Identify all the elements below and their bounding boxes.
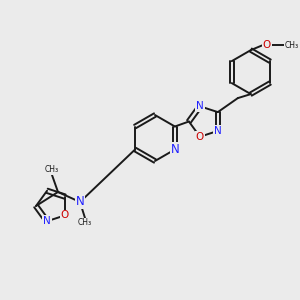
Text: CH₃: CH₃: [45, 166, 59, 175]
Text: CH₃: CH₃: [78, 218, 92, 227]
Text: N: N: [76, 196, 84, 208]
Text: N: N: [196, 101, 204, 111]
Text: N: N: [214, 126, 222, 136]
Text: N: N: [43, 216, 51, 226]
Text: O: O: [196, 132, 204, 142]
Text: N: N: [170, 143, 179, 156]
Text: CH₃: CH₃: [285, 40, 299, 50]
Text: O: O: [263, 40, 271, 50]
Text: O: O: [61, 210, 69, 220]
